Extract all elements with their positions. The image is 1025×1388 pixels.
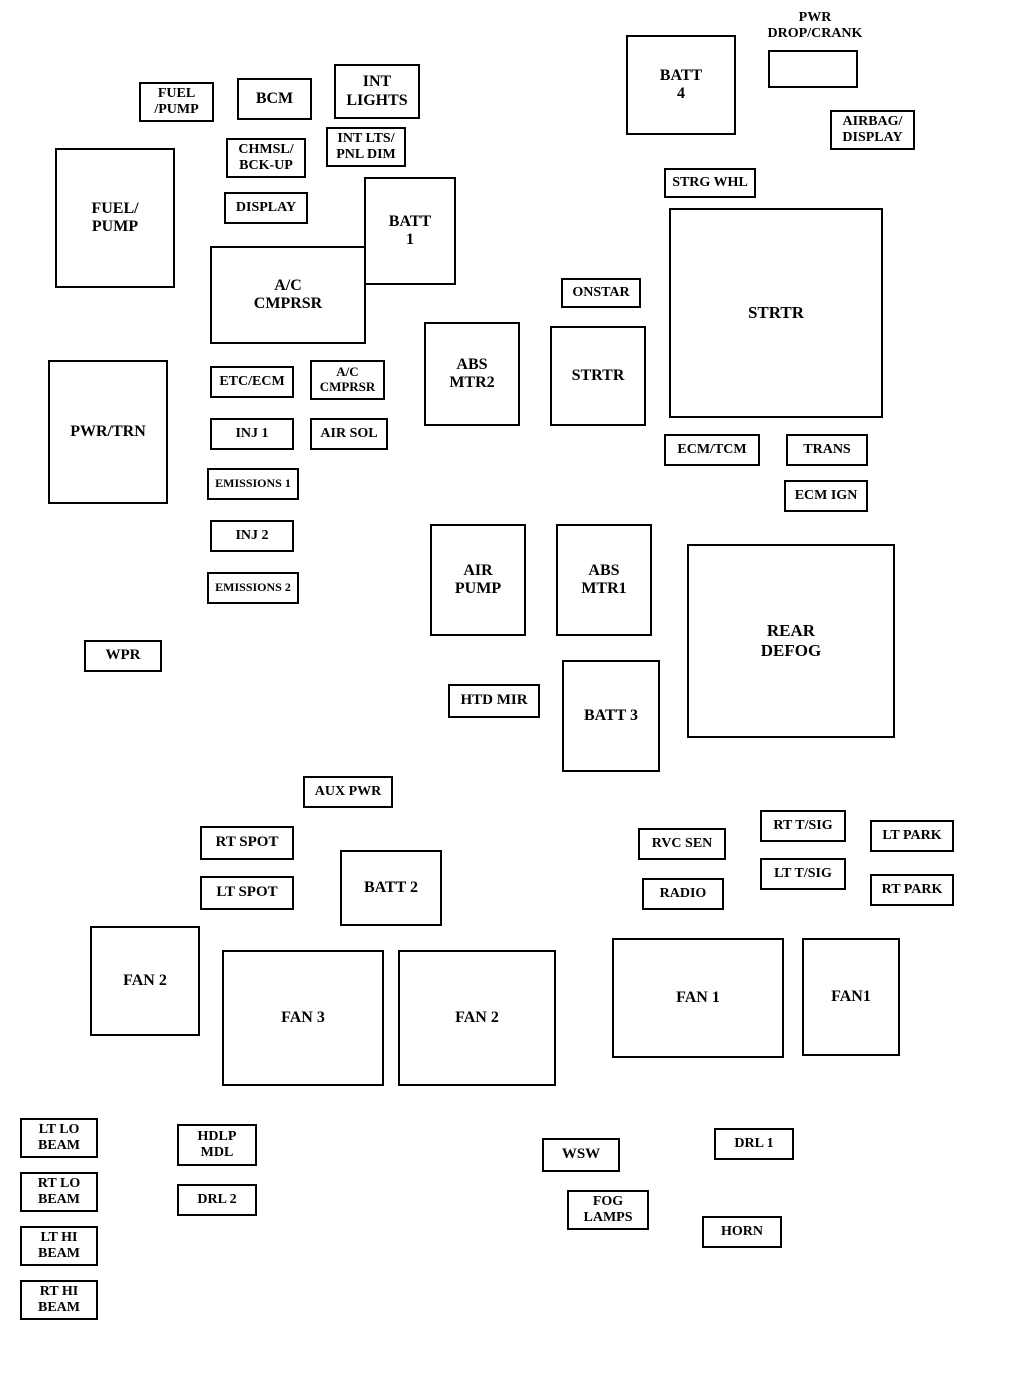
box-bcm: BCM (237, 78, 312, 120)
box-inj-1: INJ 1 (210, 418, 294, 450)
box-batt-3: BATT 3 (562, 660, 660, 772)
box-pwr-trn: PWR/TRN (48, 360, 168, 504)
box-lt-tsig: LT T/SIG (760, 858, 846, 890)
box-wpr: WPR (84, 640, 162, 672)
label-pwr-drop-crank-label: PWR DROP/CRANK (745, 10, 885, 42)
box-fan2-mid: FAN 2 (398, 950, 556, 1086)
box-ecm-ign: ECM IGN (784, 480, 868, 512)
box-aux-pwr: AUX PWR (303, 776, 393, 808)
box-hdlp-mdl: HDLP MDL (177, 1124, 257, 1166)
box-air-sol: AIR SOL (310, 418, 388, 450)
box-fuel-pump-large: FUEL/ PUMP (55, 148, 175, 288)
box-rear-defog: REAR DEFOG (687, 544, 895, 738)
box-radio: RADIO (642, 878, 724, 910)
box-emissions-2: EMISSIONS 2 (207, 572, 299, 604)
box-lt-park: LT PARK (870, 820, 954, 852)
box-fan2-left: FAN 2 (90, 926, 200, 1036)
box-batt-4: BATT 4 (626, 35, 736, 135)
fuse-box-diagram: FUEL /PUMP BCM INT LIGHTS CHMSL/ BCK-UP INT … (0, 0, 1025, 1388)
box-htd-mir: HTD MIR (448, 684, 540, 718)
box-fan1-large: FAN 1 (612, 938, 784, 1058)
box-onstar: ONSTAR (561, 278, 641, 308)
box-ac-cmprsr-large: A/C CMPRSR (210, 246, 366, 344)
box-air-pump: AIR PUMP (430, 524, 526, 636)
box-drl-2: DRL 2 (177, 1184, 257, 1216)
box-rt-tsig: RT T/SIG (760, 810, 846, 842)
box-emissions-1: EMISSIONS 1 (207, 468, 299, 500)
box-display: DISPLAY (224, 192, 308, 224)
box-drl-1: DRL 1 (714, 1128, 794, 1160)
box-horn: HORN (702, 1216, 782, 1248)
box-strtr-small: STRTR (550, 326, 646, 426)
box-ecm-tcm: ECM/TCM (664, 434, 760, 466)
box-rt-spot: RT SPOT (200, 826, 294, 860)
box-abs-mtr2: ABS MTR2 (424, 322, 520, 426)
box-fan3: FAN 3 (222, 950, 384, 1086)
box-ac-cmprsr-small: A/C CMPRSR (310, 360, 385, 400)
box-abs-mtr1: ABS MTR1 (556, 524, 652, 636)
box-inj-2: INJ 2 (210, 520, 294, 552)
box-wsw: WSW (542, 1138, 620, 1172)
box-batt-2: BATT 2 (340, 850, 442, 926)
box-airbag-display: AIRBAG/ DISPLAY (830, 110, 915, 150)
box-int-lts-pnldim: INT LTS/ PNL DIM (326, 127, 406, 167)
box-batt-1: BATT 1 (364, 177, 456, 285)
box-etc-ecm: ETC/ECM (210, 366, 294, 398)
box-fan1-small: FAN1 (802, 938, 900, 1056)
box-strtr-large: STRTR (669, 208, 883, 418)
box-trans: TRANS (786, 434, 868, 466)
box-lt-spot: LT SPOT (200, 876, 294, 910)
box-lt-hi-beam: LT HI BEAM (20, 1226, 98, 1266)
box-pwr-drop-crank-box (768, 50, 858, 88)
box-fog-lamps: FOG LAMPS (567, 1190, 649, 1230)
box-rvc-sen: RVC SEN (638, 828, 726, 860)
box-int-lights: INT LIGHTS (334, 64, 420, 119)
box-rt-lo-beam: RT LO BEAM (20, 1172, 98, 1212)
box-fuel-pump-small: FUEL /PUMP (139, 82, 214, 122)
box-rt-hi-beam: RT HI BEAM (20, 1280, 98, 1320)
box-strg-whl: STRG WHL (664, 168, 756, 198)
box-chmsl-bckup: CHMSL/ BCK-UP (226, 138, 306, 178)
box-lt-lo-beam: LT LO BEAM (20, 1118, 98, 1158)
box-rt-park: RT PARK (870, 874, 954, 906)
